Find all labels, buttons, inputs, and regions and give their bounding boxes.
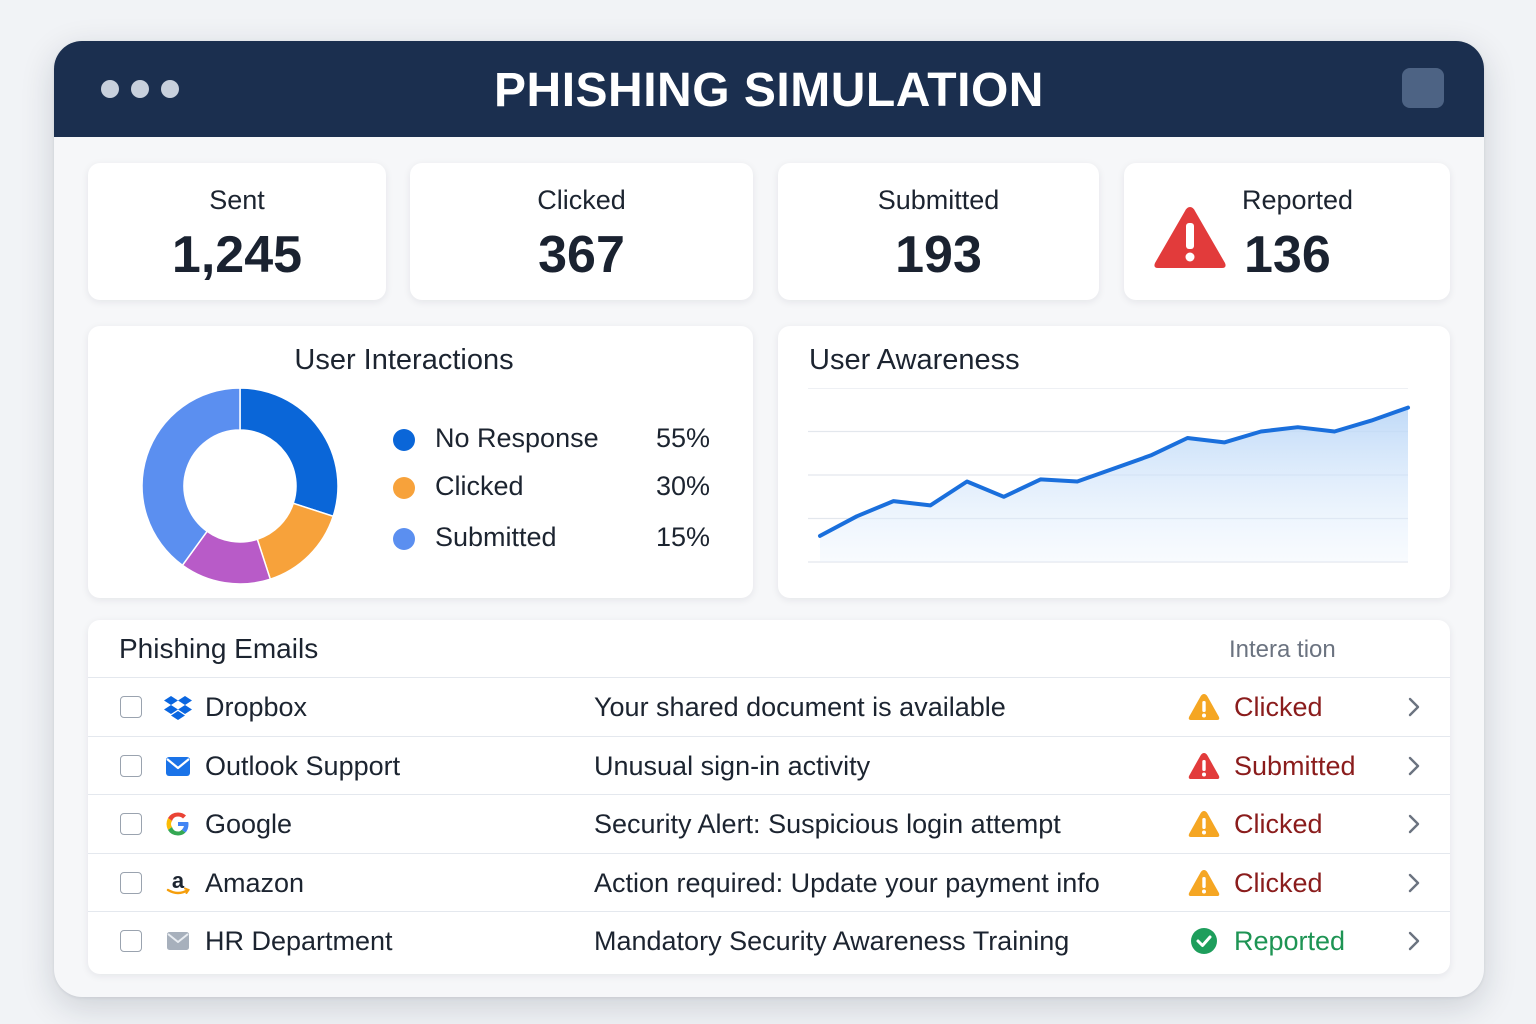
chevron-right-icon[interactable] <box>1404 928 1424 954</box>
legend-item: Clicked 30% <box>390 469 720 509</box>
stat-card-reported: Reported 136 <box>1124 163 1450 300</box>
donut-chart <box>141 387 339 585</box>
row-checkbox[interactable] <box>120 696 142 718</box>
stat-card-sent: Sent 1,245 <box>88 163 386 300</box>
check-circle-icon <box>1191 928 1217 954</box>
legend-item: No Response 55% <box>390 421 720 461</box>
phishing-emails-table: Phishing Emails Intera tion Dropbox Your… <box>88 620 1450 974</box>
donut-slice-4 <box>141 387 241 567</box>
table-row[interactable]: HR Department Mandatory Security Awarene… <box>88 911 1450 969</box>
status-label: Submitted <box>1234 751 1356 781</box>
legend-label: No Response <box>435 423 599 453</box>
status-label: Clicked <box>1234 809 1323 839</box>
warning-triangle-icon <box>1154 207 1226 268</box>
app-window: PHISHING SIMULATION Sent 1,245 Clicked 3… <box>54 41 1484 997</box>
legend-item: Submitted 15% <box>390 520 720 560</box>
email-subject: Action required: Update your payment inf… <box>594 868 1100 898</box>
window-dot-1[interactable] <box>101 80 119 98</box>
warning-icon <box>1188 694 1220 720</box>
google-icon <box>166 812 189 836</box>
legend-dot-submitted <box>393 528 415 550</box>
status-label: Clicked <box>1234 692 1323 722</box>
warning-icon <box>1188 811 1220 837</box>
stat-value: 367 <box>538 226 625 284</box>
chevron-right-icon[interactable] <box>1404 870 1424 896</box>
alert-icon <box>1188 753 1220 779</box>
table-title: Phishing Emails <box>119 633 319 664</box>
status-label: Clicked <box>1234 868 1323 898</box>
outlook-mail-icon <box>166 757 190 776</box>
window-dot-2[interactable] <box>131 80 149 98</box>
stat-label: Submitted <box>877 185 1000 215</box>
legend-percent: 55% <box>655 423 710 453</box>
legend-dot-clicked <box>393 477 415 499</box>
stat-value: 1,245 <box>171 226 303 284</box>
stat-value: 193 <box>895 226 982 284</box>
sender-name: Amazon <box>205 868 305 898</box>
mail-icon <box>167 932 189 950</box>
status-label: Reported <box>1234 926 1346 956</box>
email-subject: Unusual sign-in activity <box>594 751 871 781</box>
chevron-right-icon[interactable] <box>1404 811 1424 837</box>
sender-name: Dropbox <box>205 692 308 722</box>
stat-label: Clicked <box>537 185 626 215</box>
page-title: PHISHING SIMULATION <box>494 64 1044 117</box>
email-subject: Security Alert: Suspicious login attempt <box>594 809 1061 839</box>
legend-percent: 15% <box>655 522 710 552</box>
chevron-right-icon[interactable] <box>1404 694 1424 720</box>
window-dot-3[interactable] <box>161 80 179 98</box>
amazon-icon: a <box>166 869 190 895</box>
interactions-title: User Interactions <box>294 344 514 376</box>
table-row[interactable]: Google Security Alert: Suspicious login … <box>88 794 1450 852</box>
email-subject: Your shared document is available <box>594 692 1006 722</box>
row-checkbox[interactable] <box>120 755 142 777</box>
awareness-panel: User Awareness <box>778 326 1450 598</box>
sender-name: HR Department <box>205 926 393 956</box>
table-row[interactable]: Dropbox Your shared document is availabl… <box>88 677 1450 735</box>
warning-icon <box>1188 870 1220 896</box>
legend-label: Submitted <box>435 522 557 552</box>
donut-slice-2 <box>256 502 335 581</box>
stat-value: 136 <box>1244 226 1331 284</box>
dropbox-icon <box>164 696 192 720</box>
sender-name: Outlook Support <box>205 751 401 781</box>
stat-label: Sent <box>209 185 265 215</box>
title-bar: PHISHING SIMULATION <box>54 41 1484 137</box>
sender-name: Google <box>205 809 293 839</box>
awareness-area-fill <box>820 407 1408 562</box>
row-checkbox[interactable] <box>120 930 142 952</box>
chevron-right-icon[interactable] <box>1404 753 1424 779</box>
awareness-line-chart <box>808 388 1410 563</box>
interactions-panel: User Interactions No Response 55% Clicke… <box>88 326 753 598</box>
donut-slice-1 <box>239 387 339 518</box>
svg-text:a: a <box>172 869 185 893</box>
table-row[interactable]: a Amazon Action required: Update your pa… <box>88 853 1450 911</box>
stat-label: Reported <box>1242 185 1354 215</box>
awareness-title: User Awareness <box>809 344 1020 376</box>
row-checkbox[interactable] <box>120 872 142 894</box>
table-row[interactable]: Outlook Support Unusual sign-in activity… <box>88 736 1450 794</box>
window-menu-button[interactable] <box>1402 68 1444 108</box>
legend-dot-no-response <box>393 429 415 451</box>
legend-percent: 30% <box>655 471 710 501</box>
legend-label: Clicked <box>435 471 524 501</box>
email-subject: Mandatory Security Awareness Training <box>594 926 1070 956</box>
column-header-interaction: Intera tion <box>1229 636 1336 663</box>
stat-card-submitted: Submitted 193 <box>778 163 1099 300</box>
awareness-series-line <box>818 405 1410 538</box>
stat-card-clicked: Clicked 367 <box>410 163 753 300</box>
row-checkbox[interactable] <box>120 813 142 835</box>
